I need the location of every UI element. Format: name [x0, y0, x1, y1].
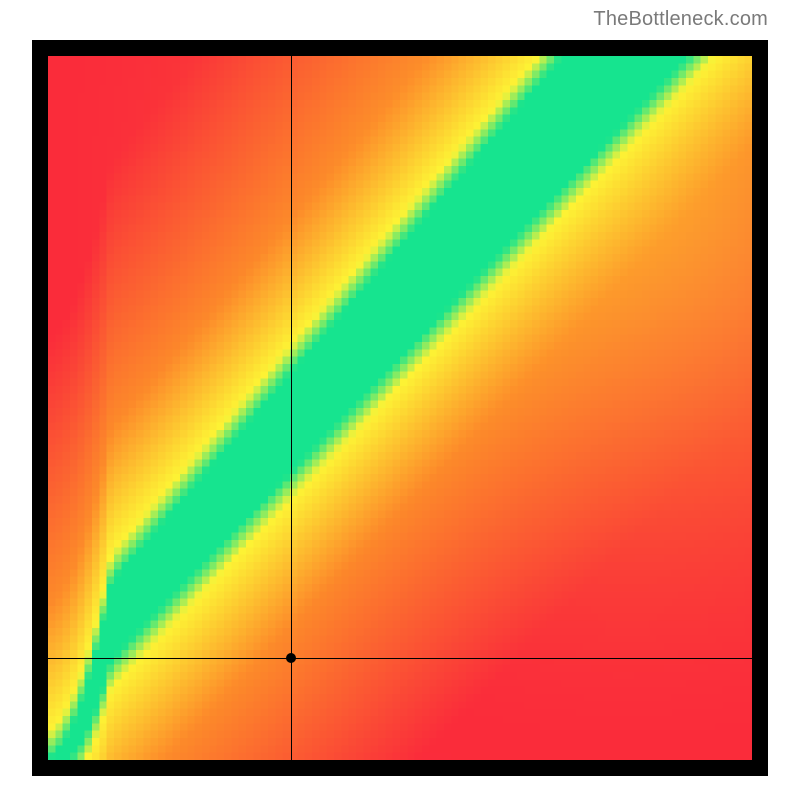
heatmap-canvas: [48, 56, 752, 760]
crosshair-marker: [286, 653, 296, 663]
bottleneck-heatmap: [32, 40, 768, 776]
watermark-text: TheBottleneck.com: [593, 8, 768, 31]
crosshair-horizontal: [48, 658, 752, 659]
